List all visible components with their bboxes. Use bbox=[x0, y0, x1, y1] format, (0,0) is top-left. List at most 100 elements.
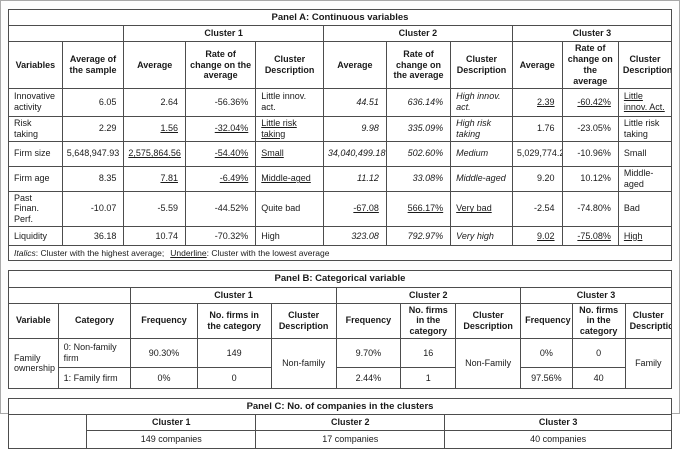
avg-cell: 323.08 bbox=[322, 225, 387, 246]
col-header-rate-c1: Rate of change on the average bbox=[184, 41, 257, 89]
rate-cell: -74.80% bbox=[561, 190, 619, 227]
desc-cell: Very high bbox=[450, 225, 513, 246]
panel-b-cluster-3-header: Cluster 3 bbox=[520, 286, 672, 304]
frequency-cell: 9.70% bbox=[335, 337, 402, 368]
table-row: Firm size 5,648,947.93 2,575,864.56 -54.… bbox=[8, 140, 673, 167]
desc-cell: Little risk taking bbox=[617, 115, 673, 142]
rate-cell: -70.32% bbox=[184, 225, 257, 246]
desc-cell: Middle-aged bbox=[255, 165, 324, 192]
desc-cell: Little innov. act. bbox=[255, 87, 324, 117]
panel-c-title: Panel C: No. of companies in the cluster… bbox=[8, 397, 672, 416]
panel-a-footnote: Italics: Cluster with the highest averag… bbox=[8, 244, 672, 262]
avg-cell: 2.64 bbox=[123, 87, 186, 117]
col-header-variables: Variables bbox=[8, 41, 63, 89]
rate-cell: 566.17% bbox=[385, 190, 452, 227]
rate-cell: 636.14% bbox=[385, 87, 452, 117]
col-header-no-firms-c3: No. firms in the category bbox=[571, 302, 626, 339]
sample-avg-cell: 36.18 bbox=[61, 225, 125, 246]
rate-cell: -32.04% bbox=[184, 115, 257, 142]
desc-cell: Family bbox=[624, 337, 673, 389]
panel-a-cluster-3-header: Cluster 3 bbox=[511, 25, 673, 43]
companies-count-cell: 40 companies bbox=[444, 430, 672, 449]
frequency-cell: 2.44% bbox=[335, 366, 402, 389]
avg-cell: 9.02 bbox=[511, 225, 563, 246]
variable-cell: Innovative activity bbox=[8, 87, 63, 117]
avg-cell: 2,575,864.56 bbox=[123, 140, 186, 167]
col-header-frequency-c2: Frequency bbox=[335, 302, 402, 339]
avg-cell: -5.59 bbox=[123, 190, 186, 227]
rate-cell: 792.97% bbox=[385, 225, 452, 246]
desc-cell: Little risk taking bbox=[255, 115, 324, 142]
col-header-rate-c2: Rate of change on the average bbox=[385, 41, 452, 89]
sample-avg-cell: 6.05 bbox=[61, 87, 125, 117]
no-firms-cell: 0 bbox=[571, 337, 626, 368]
rate-cell: -60.42% bbox=[561, 87, 619, 117]
col-header-desc-c2: Cluster Description bbox=[450, 41, 513, 89]
table-row: Past Finan. Perf. -10.07 -5.59 -44.52% Q… bbox=[8, 190, 673, 227]
category-cell: 0: Non-family firm bbox=[57, 337, 132, 368]
col-header-avg-sample: Average of the sample bbox=[61, 41, 125, 89]
panel-a-cluster-2-header: Cluster 2 bbox=[322, 25, 513, 43]
rate-cell: -6.49% bbox=[184, 165, 257, 192]
rate-cell: -44.52% bbox=[184, 190, 257, 227]
rate-cell: 10.12% bbox=[561, 165, 619, 192]
avg-cell: 34,040,499.18 bbox=[322, 140, 387, 167]
rate-cell: 502.60% bbox=[385, 140, 452, 167]
desc-cell: Middle-aged bbox=[617, 165, 673, 192]
panel-gap bbox=[8, 261, 672, 270]
avg-cell: 11.12 bbox=[322, 165, 387, 192]
desc-cell: Quite bad bbox=[255, 190, 324, 227]
desc-cell: Small bbox=[255, 140, 324, 167]
companies-count-cell: 17 companies bbox=[255, 430, 446, 449]
col-header-category: Category bbox=[57, 302, 132, 339]
panel-gap bbox=[8, 389, 672, 398]
table-row: Liquidity 36.18 10.74 -70.32% High 323.0… bbox=[8, 225, 673, 246]
sample-avg-cell: 8.35 bbox=[61, 165, 125, 192]
frequency-cell: 0% bbox=[520, 337, 573, 368]
no-firms-cell: 0 bbox=[196, 366, 272, 389]
rate-cell: 335.09% bbox=[385, 115, 452, 142]
rate-cell: -75.08% bbox=[561, 225, 619, 246]
avg-cell: 1.76 bbox=[511, 115, 563, 142]
panel-b-table: Panel B: Categorical variable Cluster 1 … bbox=[7, 270, 673, 389]
variable-cell: Past Finan. Perf. bbox=[8, 190, 63, 227]
panel-a-table: Panel A: Continuous variables Cluster 1 … bbox=[7, 8, 673, 262]
frequency-cell: 0% bbox=[130, 366, 198, 389]
avg-cell: 9.20 bbox=[511, 165, 563, 192]
avg-cell: 9.98 bbox=[322, 115, 387, 142]
category-cell: 1: Family firm bbox=[57, 366, 132, 389]
desc-cell: Non-Family bbox=[455, 337, 522, 389]
col-header-no-firms-c1: No. firms in the category bbox=[196, 302, 272, 339]
desc-cell: High risk taking bbox=[450, 115, 513, 142]
footnote-italics-text: : Cluster with the highest average; bbox=[35, 247, 165, 258]
table-row: Firm age 8.35 7.81 -6.49% Middle-aged 11… bbox=[8, 165, 673, 192]
frequency-cell: 97.56% bbox=[520, 366, 573, 389]
empty-cell bbox=[7, 414, 88, 449]
col-header-average-c3: Average bbox=[511, 41, 563, 89]
variable-cell: Family ownership bbox=[8, 337, 59, 389]
desc-cell: High bbox=[255, 225, 324, 246]
variable-cell: Firm size bbox=[8, 140, 63, 167]
col-header-desc-c3: Cluster Description bbox=[617, 41, 673, 89]
col-header-frequency-c3: Frequency bbox=[520, 302, 573, 339]
table-row: 1: Family firm 0% 0 2.44% 1 97.56% 40 bbox=[9, 366, 672, 389]
col-header-desc-c1: Cluster Description bbox=[270, 302, 337, 339]
col-header-average-c2: Average bbox=[322, 41, 387, 89]
panel-c-table: Panel C: No. of companies in the cluster… bbox=[7, 397, 672, 449]
variable-cell: Liquidity bbox=[8, 225, 63, 246]
footnote-underline-text: : Cluster with the lowest average bbox=[206, 247, 330, 258]
col-header-desc-c3: Cluster Description bbox=[624, 302, 673, 339]
table-row: Innovative activity 6.05 2.64 -56.36% Li… bbox=[8, 87, 673, 117]
frequency-cell: 90.30% bbox=[130, 337, 198, 368]
table-row: Family ownership 0: Non-family firm 90.3… bbox=[8, 337, 673, 389]
no-firms-cell: 149 bbox=[196, 337, 272, 368]
rate-cell: -54.40% bbox=[184, 140, 257, 167]
panel-c-cluster-3-header: Cluster 3 bbox=[444, 414, 672, 432]
avg-cell: 5,029,774.2 bbox=[511, 140, 563, 167]
desc-cell: Small bbox=[617, 140, 673, 167]
no-firms-cell: 16 bbox=[400, 337, 457, 368]
desc-cell: Little innov. Act. bbox=[617, 87, 673, 117]
sample-avg-cell: 2.29 bbox=[61, 115, 125, 142]
rate-cell: -23.05% bbox=[561, 115, 619, 142]
